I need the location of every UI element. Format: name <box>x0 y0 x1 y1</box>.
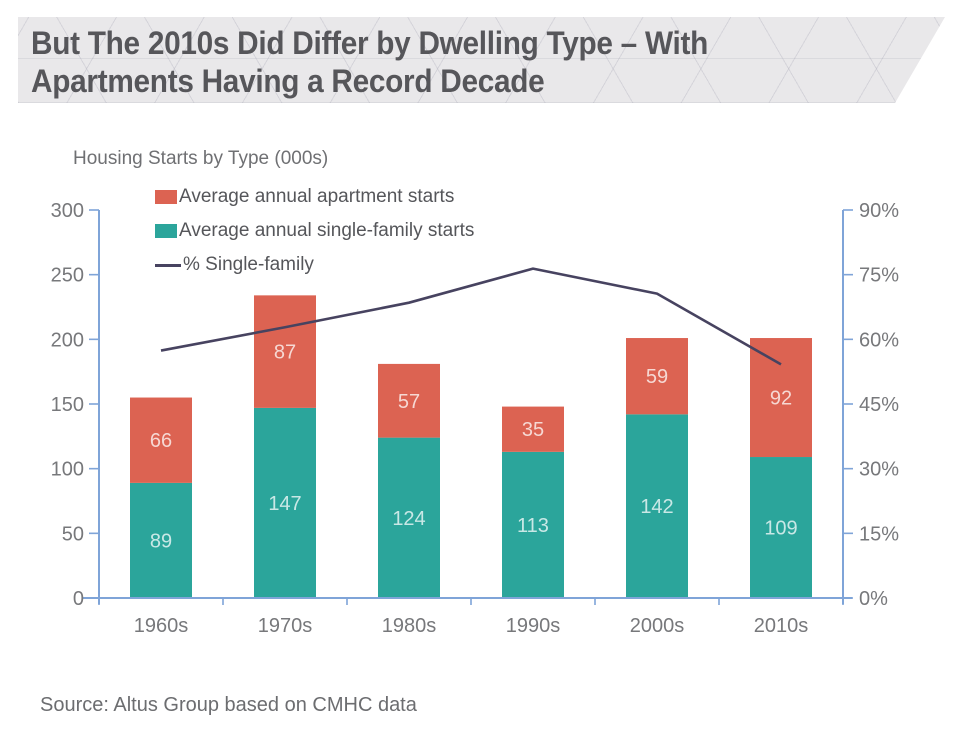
pct-line-legend-swatch <box>155 263 181 267</box>
source-text: Source: Altus Group based on CMHC data <box>40 694 417 716</box>
header-banner: But The 2010s Did Differ by Dwelling Typ… <box>18 17 945 103</box>
bar-single-family-1960s <box>130 482 192 598</box>
bar-value-label-single-family: 89 <box>150 530 172 552</box>
x-axis-label-1960s: 1960s <box>134 615 189 637</box>
bar-value-label-apartment: 66 <box>150 430 172 452</box>
x-axis-label-2000s: 2000s <box>630 615 685 637</box>
bar-value-label-apartment: 57 <box>398 391 420 413</box>
apartment-legend-swatch <box>155 190 177 204</box>
left-axis-tick-label: 0 <box>73 588 84 610</box>
bar-value-label-single-family: 142 <box>640 496 673 518</box>
x-axis-label-1980s: 1980s <box>382 615 437 637</box>
bar-value-label-apartment: 87 <box>274 342 296 364</box>
chart-title: Housing Starts by Type (000s) <box>73 148 329 169</box>
right-axis-tick-label: 60% <box>859 329 899 351</box>
bar-single-family-2010s <box>750 457 812 598</box>
bar-single-family-1980s <box>378 437 440 598</box>
page-title: But The 2010s Did Differ by Dwelling Typ… <box>18 17 880 100</box>
housing-starts-chart: 66 89 1960s 87 147 1970s 57 124 1980s 35 113 1990s 5… <box>51 200 900 637</box>
chart-legend: Average annual apartment starts Average … <box>155 186 474 288</box>
bar-single-family-1990s <box>502 451 564 598</box>
legend-label-pct-line: % Single-family <box>183 254 314 275</box>
left-axis-tick-label: 50 <box>62 523 84 545</box>
bar-value-label-single-family: 113 <box>517 515 549 537</box>
bar-single-family-2000s <box>626 414 688 598</box>
left-axis-tick-label: 200 <box>51 329 84 351</box>
bar-value-label-single-family: 147 <box>268 493 301 515</box>
single-family-pct-line <box>160 267 782 366</box>
right-axis-tick-label: 45% <box>859 394 899 416</box>
right-axis-tick-label: 0% <box>859 588 888 610</box>
legend-label-apartment: Average annual apartment starts <box>179 186 455 207</box>
page-title-line2: Apartments Having a Record Decade <box>31 63 545 99</box>
legend-label-single-family: Average annual single-family starts <box>179 220 475 241</box>
left-axis-tick-label: 100 <box>51 459 84 481</box>
bar-value-label-single-family: 124 <box>392 508 425 530</box>
legend-item-apartment: Average annual apartment starts <box>155 186 474 208</box>
bar-apartment-1980s <box>378 363 440 438</box>
x-axis-label-2010s: 2010s <box>754 615 809 637</box>
right-axis-tick-label: 15% <box>859 523 899 545</box>
single-family-legend-swatch <box>155 224 177 238</box>
right-axis-tick-label: 30% <box>859 459 899 481</box>
left-axis-tick-label: 250 <box>51 265 84 287</box>
right-axis-tick-label: 90% <box>859 200 899 222</box>
left-axis-tick-label: 300 <box>51 200 84 222</box>
bar-apartment-1960s <box>130 397 192 483</box>
legend-item-single-family: Average annual single-family starts <box>155 220 474 242</box>
left-axis-tick-label: 150 <box>51 394 84 416</box>
bar-value-label-apartment: 59 <box>646 366 668 388</box>
bar-single-family-1970s <box>254 407 316 598</box>
right-axis-tick-label: 75% <box>859 265 899 287</box>
bar-apartment-2000s <box>626 338 688 415</box>
bar-apartment-1990s <box>502 406 564 452</box>
x-axis-label-1970s: 1970s <box>258 615 313 637</box>
page-title-line1: But The 2010s Did Differ by Dwelling Typ… <box>31 25 709 61</box>
bar-apartment-1970s <box>254 295 316 408</box>
bar-value-label-apartment: 35 <box>522 419 544 441</box>
bar-apartment-2010s <box>750 338 812 458</box>
legend-item-pct-line: % Single-family <box>155 254 474 276</box>
x-axis-label-1990s: 1990s <box>506 615 561 637</box>
bar-value-label-apartment: 92 <box>770 388 792 410</box>
bar-value-label-single-family: 109 <box>764 518 797 540</box>
